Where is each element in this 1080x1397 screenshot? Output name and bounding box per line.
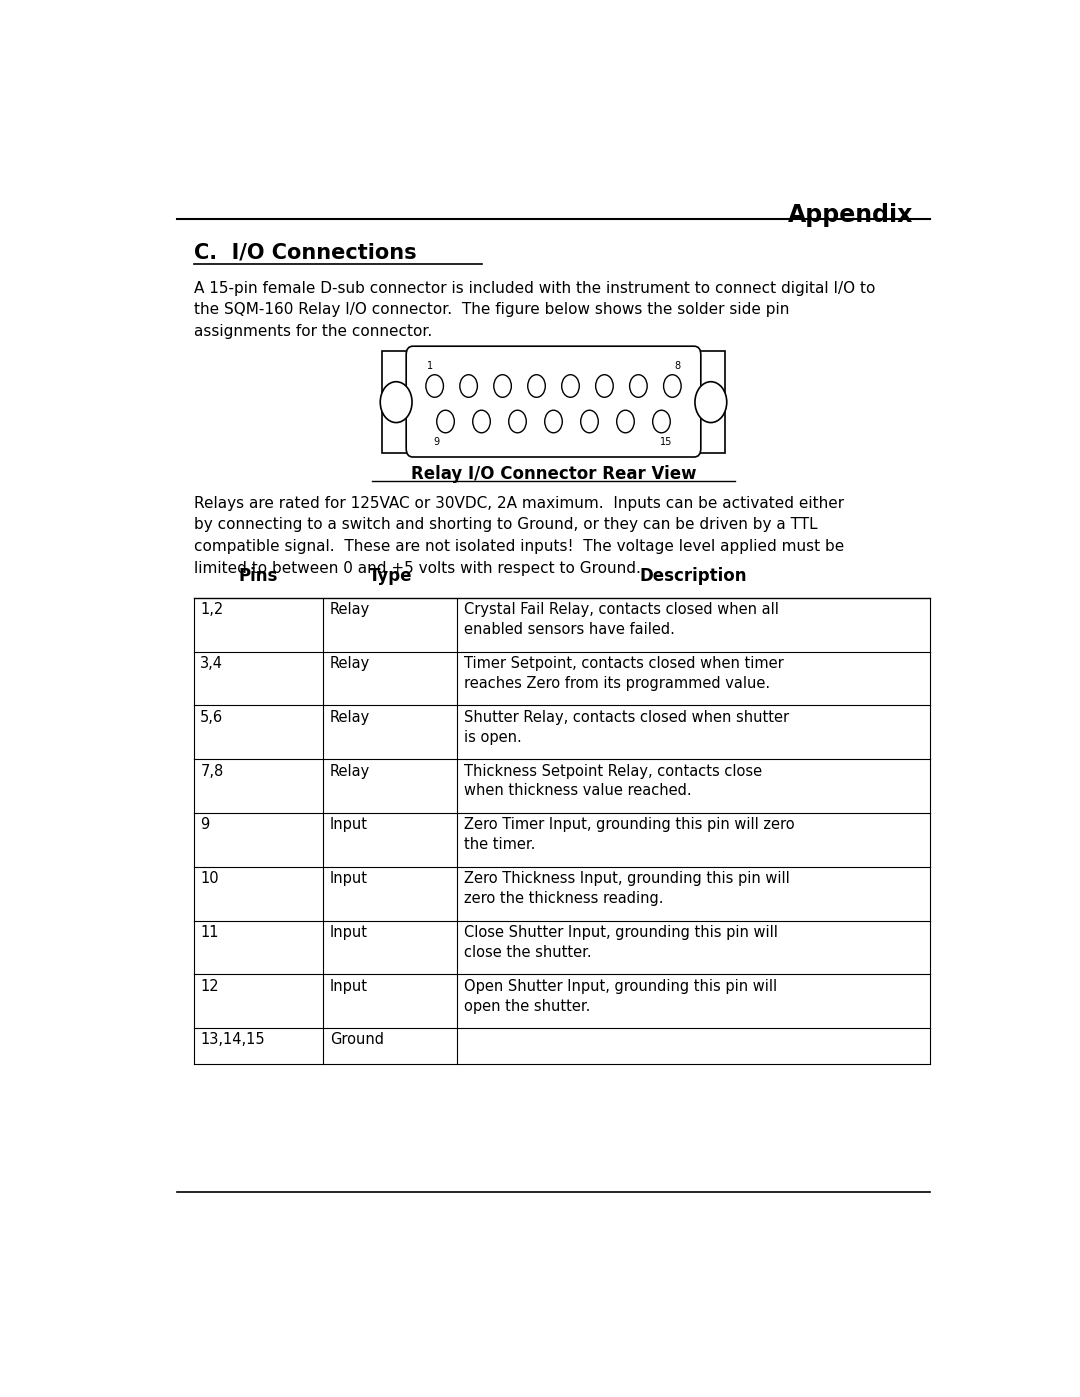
Text: Timer Setpoint, contacts closed when timer
reaches Zero from its programmed valu: Timer Setpoint, contacts closed when tim…	[464, 657, 784, 690]
Text: 9: 9	[200, 817, 210, 833]
Text: Zero Thickness Input, grounding this pin will
zero the thickness reading.: Zero Thickness Input, grounding this pin…	[464, 872, 789, 905]
Text: 9: 9	[433, 437, 440, 447]
Circle shape	[528, 374, 545, 397]
Circle shape	[494, 374, 511, 397]
Circle shape	[436, 411, 455, 433]
Text: Description: Description	[640, 567, 747, 585]
Text: Input: Input	[330, 872, 368, 886]
Text: 15: 15	[660, 437, 673, 447]
Text: Shutter Relay, contacts closed when shutter
is open.: Shutter Relay, contacts closed when shut…	[464, 710, 789, 745]
Circle shape	[694, 381, 727, 422]
Circle shape	[581, 411, 598, 433]
Text: Relay: Relay	[330, 710, 370, 725]
Text: 5,6: 5,6	[200, 710, 224, 725]
Text: Input: Input	[330, 979, 368, 993]
Text: Crystal Fail Relay, contacts closed when all
enabled sensors have failed.: Crystal Fail Relay, contacts closed when…	[464, 602, 779, 637]
Circle shape	[630, 374, 647, 397]
Text: A 15-pin female D-sub connector is included with the instrument to connect digit: A 15-pin female D-sub connector is inclu…	[193, 281, 875, 339]
Text: 13,14,15: 13,14,15	[200, 1032, 265, 1048]
Circle shape	[663, 374, 681, 397]
Text: Pins: Pins	[239, 567, 279, 585]
Text: Open Shutter Input, grounding this pin will
open the shutter.: Open Shutter Input, grounding this pin w…	[464, 979, 778, 1013]
Text: Relay: Relay	[330, 764, 370, 778]
Text: 8: 8	[674, 360, 680, 372]
Text: 10: 10	[200, 872, 219, 886]
Text: Relay: Relay	[330, 602, 370, 617]
Text: Close Shutter Input, grounding this pin will
close the shutter.: Close Shutter Input, grounding this pin …	[464, 925, 778, 960]
FancyBboxPatch shape	[406, 346, 701, 457]
Text: 3,4: 3,4	[200, 657, 224, 671]
Text: Input: Input	[330, 817, 368, 833]
Text: 7,8: 7,8	[200, 764, 224, 778]
Circle shape	[652, 411, 671, 433]
Text: Relay: Relay	[330, 657, 370, 671]
Circle shape	[473, 411, 490, 433]
Text: Thickness Setpoint Relay, contacts close
when thickness value reached.: Thickness Setpoint Relay, contacts close…	[464, 764, 762, 798]
Circle shape	[596, 374, 613, 397]
Text: 11: 11	[200, 925, 219, 940]
Circle shape	[617, 411, 634, 433]
Circle shape	[460, 374, 477, 397]
Circle shape	[426, 374, 444, 397]
Text: Relay I/O Connector Rear View: Relay I/O Connector Rear View	[410, 465, 697, 482]
FancyBboxPatch shape	[382, 351, 725, 453]
Text: Ground: Ground	[330, 1032, 384, 1048]
Circle shape	[544, 411, 563, 433]
Text: Zero Timer Input, grounding this pin will zero
the timer.: Zero Timer Input, grounding this pin wil…	[464, 817, 795, 852]
Text: 12: 12	[200, 979, 219, 993]
Text: Relays are rated for 125VAC or 30VDC, 2A maximum.  Inputs can be activated eithe: Relays are rated for 125VAC or 30VDC, 2A…	[193, 496, 843, 576]
Text: Input: Input	[330, 925, 368, 940]
Text: 1,2: 1,2	[200, 602, 224, 617]
Circle shape	[509, 411, 526, 433]
Text: Appendix: Appendix	[788, 203, 914, 228]
Text: C.  I/O Connections: C. I/O Connections	[193, 243, 416, 263]
Text: 1: 1	[427, 360, 433, 372]
Text: Type: Type	[368, 567, 413, 585]
Circle shape	[562, 374, 579, 397]
Circle shape	[380, 381, 413, 422]
